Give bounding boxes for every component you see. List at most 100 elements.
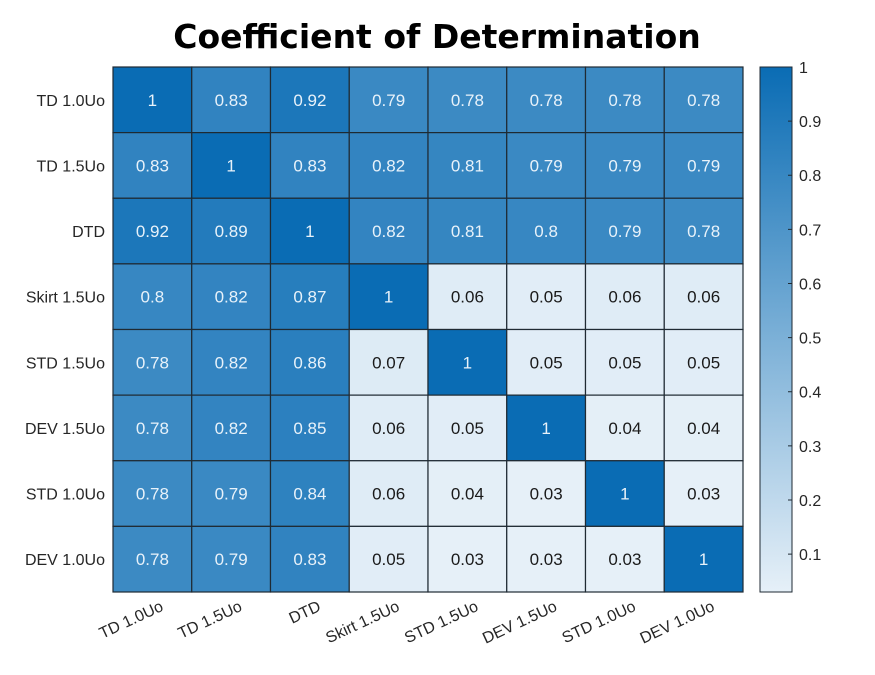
cell-value-label: 0.85 <box>293 419 326 438</box>
heatmap-cell <box>269 66 350 134</box>
cell-value-label: 0.03 <box>687 485 720 504</box>
y-tick-label: DEV 1.5Uo <box>25 421 105 438</box>
cell-value-label: 1 <box>699 550 708 569</box>
colorbar-tick-label: 0.7 <box>799 222 821 239</box>
cell-value-label: 0.78 <box>687 222 720 241</box>
cell-value-label: 0.78 <box>136 550 169 569</box>
y-tick-label: STD 1.5Uo <box>26 355 105 372</box>
heatmap-cell <box>269 197 350 265</box>
cell-value-label: 0.04 <box>451 485 484 504</box>
y-tick-label: DTD <box>72 224 105 241</box>
colorbar-tick-label: 0.4 <box>799 385 821 402</box>
cell-value-label: 0.81 <box>451 156 484 175</box>
heatmap-cell <box>191 394 272 462</box>
cell-value-label: 0.05 <box>530 288 563 307</box>
colorbar-tick-label: 0.2 <box>799 493 821 510</box>
heatmap-cell <box>269 263 350 331</box>
cell-value-label: 0.8 <box>141 288 165 307</box>
cell-value-label: 0.05 <box>687 353 720 372</box>
cell-value-label: 0.03 <box>530 550 563 569</box>
cell-value-label: 0.79 <box>215 485 248 504</box>
cell-value-label: 0.06 <box>372 419 405 438</box>
x-tick-label: TD 1.0Uo <box>97 598 166 642</box>
colorbar-tick-label: 1 <box>799 60 808 77</box>
heatmap-cell <box>506 197 587 265</box>
heatmap-cell <box>584 328 665 396</box>
cell-value-label: 0.81 <box>451 222 484 241</box>
cell-value-label: 0.82 <box>215 353 248 372</box>
cell-value-label: 1 <box>620 485 629 504</box>
cell-value-label: 0.05 <box>608 353 641 372</box>
heatmap-cell <box>506 394 587 462</box>
cell-value-label: 0.82 <box>215 419 248 438</box>
heatmap-cell <box>191 460 272 527</box>
colorbar-tick-label: 0.8 <box>799 168 821 185</box>
cell-value-label: 0.06 <box>608 288 641 307</box>
cell-value-label: 1 <box>384 288 393 307</box>
cell-value-label: 0.89 <box>215 222 248 241</box>
heatmap-cell <box>663 394 744 462</box>
heatmap-cell <box>663 328 744 396</box>
colorbar <box>759 66 793 593</box>
y-tick-label: TD 1.0Uo <box>37 93 106 110</box>
heatmap-cell <box>348 132 429 199</box>
cell-value-label: 0.84 <box>293 485 326 504</box>
cell-value-label: 0.78 <box>136 419 169 438</box>
heatmap-cell <box>663 460 744 527</box>
cell-value-label: 0.79 <box>215 550 248 569</box>
cell-value-label: 0.07 <box>372 353 405 372</box>
cell-value-label: 0.82 <box>215 288 248 307</box>
cell-value-label: 0.06 <box>687 288 720 307</box>
colorbar-tick-label: 0.1 <box>799 547 821 564</box>
x-tick-label: STD 1.0Uo <box>560 598 639 647</box>
y-tick-label: DEV 1.0Uo <box>25 552 105 569</box>
heatmap-cell <box>663 66 744 134</box>
cell-value-label: 1 <box>148 91 157 110</box>
x-tick-label: Skirt 1.5Uo <box>323 598 402 647</box>
heatmap-cell <box>348 328 429 396</box>
heatmap-cell <box>663 132 744 199</box>
x-tick-label: STD 1.5Uo <box>402 598 481 647</box>
heatmap-cell <box>506 525 587 593</box>
heatmap-cell <box>427 460 508 527</box>
x-tick-label: DEV 1.5Uo <box>480 598 560 647</box>
cell-value-label: 0.79 <box>608 222 641 241</box>
heatmap-cell <box>191 66 272 134</box>
cell-value-label: 0.06 <box>451 288 484 307</box>
cell-value-label: 0.78 <box>136 353 169 372</box>
heatmap-cell <box>191 132 272 199</box>
heatmap-cell <box>112 66 193 134</box>
heatmap-cell <box>506 132 587 199</box>
heatmap-cell <box>112 263 193 331</box>
heatmap-cell <box>112 460 193 527</box>
y-tick-label: STD 1.0Uo <box>26 487 105 504</box>
cell-value-label: 0.78 <box>608 91 641 110</box>
cell-value-label: 0.79 <box>608 156 641 175</box>
colorbar-tick-label: 0.5 <box>799 331 821 348</box>
cell-value-label: 0.03 <box>451 550 484 569</box>
cell-value-label: 0.83 <box>215 91 248 110</box>
heatmap-cell <box>663 525 744 593</box>
heatmap-cell <box>269 460 350 527</box>
heatmap-cell <box>348 263 429 331</box>
colorbar-tick-label: 0.6 <box>799 276 821 293</box>
cell-value-label: 0.03 <box>608 550 641 569</box>
heatmap-cell <box>506 66 587 134</box>
cell-value-label: 0.92 <box>136 222 169 241</box>
cell-value-label: 0.79 <box>687 156 720 175</box>
colorbar-ticks: 0.1 0.2 0.3 0.4 0.5 0.6 0.7 0.8 0.9 1 <box>788 60 821 564</box>
chart-title: Coefficient of Determination <box>173 17 701 56</box>
heatmap-cell <box>191 197 272 265</box>
heatmap-cell <box>269 525 350 593</box>
heatmap-cell <box>584 394 665 462</box>
y-tick-labels: TD 1.0Uo TD 1.5Uo DTD Skirt 1.5Uo STD 1.5Uo D… <box>25 93 105 569</box>
cell-value-label: 0.87 <box>293 288 326 307</box>
cell-value-label: 0.78 <box>687 91 720 110</box>
x-tick-label: TD 1.5Uo <box>176 598 245 642</box>
colorbar-tick-label: 0.3 <box>799 439 821 456</box>
heatmap-cell <box>348 525 429 593</box>
cell-value-label: 0.03 <box>530 485 563 504</box>
cell-value-label: 0.79 <box>372 91 405 110</box>
x-tick-labels: TD 1.0Uo TD 1.5Uo DTD Skirt 1.5Uo STD 1.5Uo D… <box>97 598 718 647</box>
